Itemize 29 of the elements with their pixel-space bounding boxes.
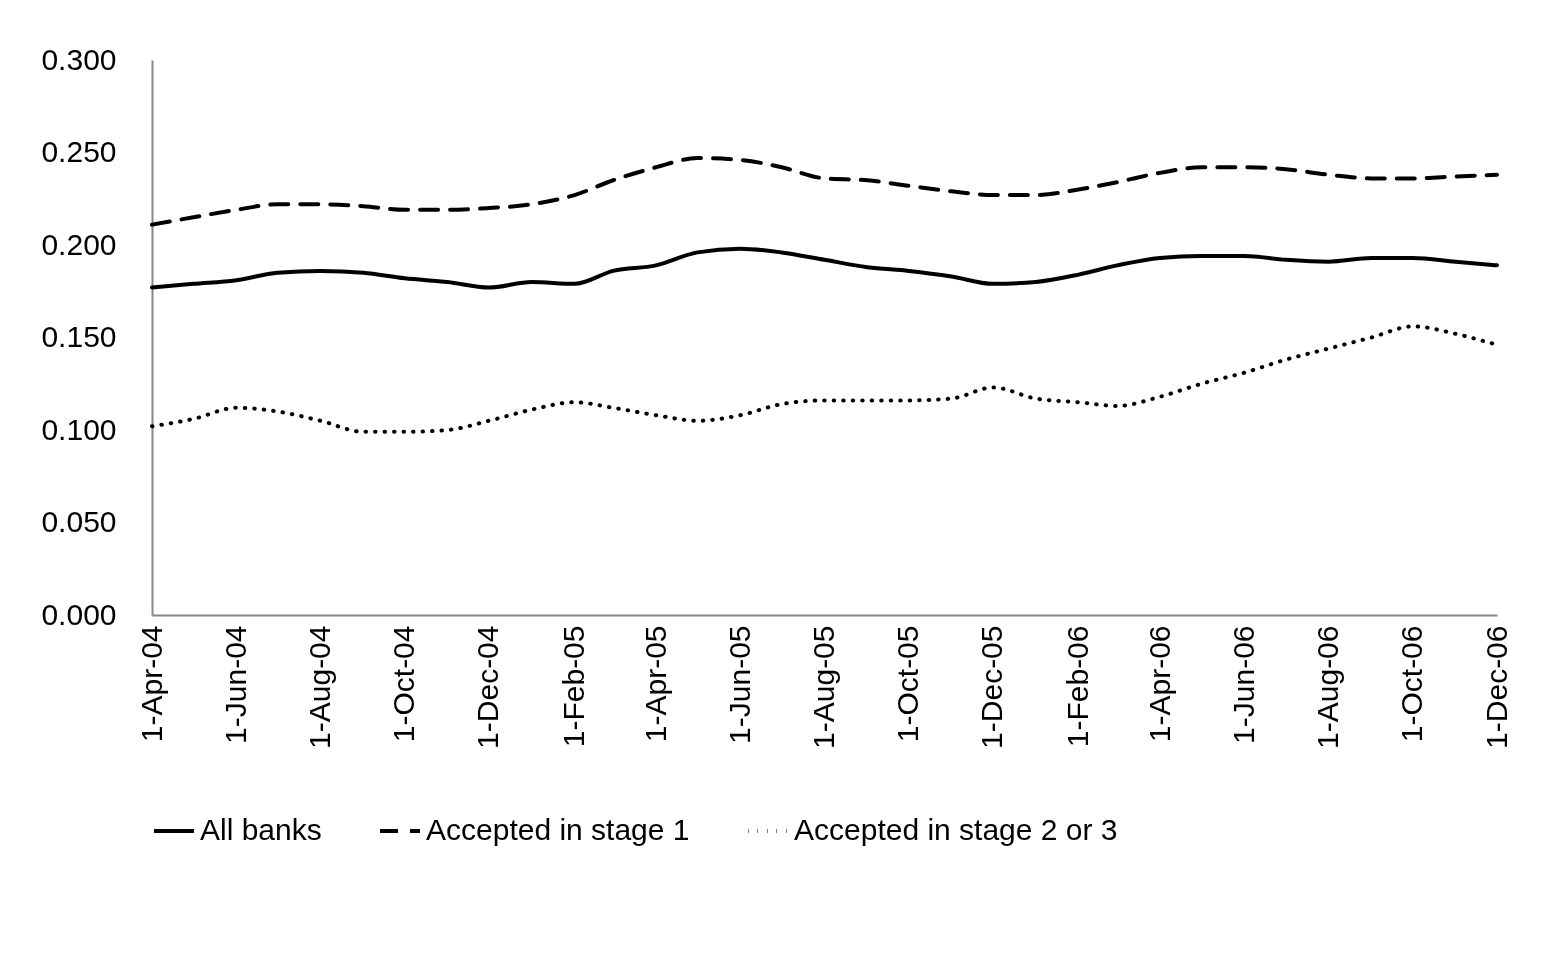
- x-tick-label: 1-Jun-05: [722, 625, 756, 744]
- y-tick-label: 0.150: [41, 320, 117, 353]
- y-tick-label: 0.100: [41, 412, 117, 446]
- x-tick-label: 1-Jun-06: [1226, 625, 1260, 744]
- x-tick-label: 1-Dec-06: [1479, 625, 1513, 749]
- legend-label: All banks: [200, 813, 322, 846]
- x-tick-label: 1-Jun-04: [218, 625, 252, 744]
- x-tick-label: 1-Feb-05: [557, 625, 591, 748]
- x-tick-label: 1-Oct-04: [387, 625, 421, 743]
- y-tick-label: 0.300: [41, 42, 117, 76]
- x-tick-label: 1-Dec-05: [975, 625, 1009, 749]
- x-tick-label: 1-Dec-04: [471, 625, 505, 749]
- x-tick-label: 1-Aug-04: [302, 625, 336, 749]
- y-tick-label: 0.050: [41, 505, 117, 538]
- legend-label: Accepted in stage 1: [426, 813, 690, 846]
- x-tick-label: 1-Oct-06: [1395, 625, 1429, 743]
- x-tick-label: 1-Aug-06: [1311, 625, 1345, 749]
- x-tick-label: 1-Apr-06: [1142, 625, 1176, 743]
- x-tick-label: 1-Apr-05: [638, 625, 672, 743]
- x-tick-label: 1-Oct-05: [891, 625, 925, 743]
- line-series: [150, 156, 1499, 227]
- line-series: [150, 246, 1499, 290]
- y-tick-label: 0.250: [41, 135, 117, 168]
- y-tick-label: 0.000: [41, 597, 117, 631]
- legend-label: Accepted in stage 2 or 3: [794, 813, 1118, 846]
- x-tick-label: 1-Aug-05: [807, 625, 840, 749]
- y-tick-label: 0.200: [41, 227, 117, 261]
- x-tick-label: 1-Feb-06: [1061, 625, 1095, 748]
- x-tick-label: 1-Apr-04: [134, 625, 168, 743]
